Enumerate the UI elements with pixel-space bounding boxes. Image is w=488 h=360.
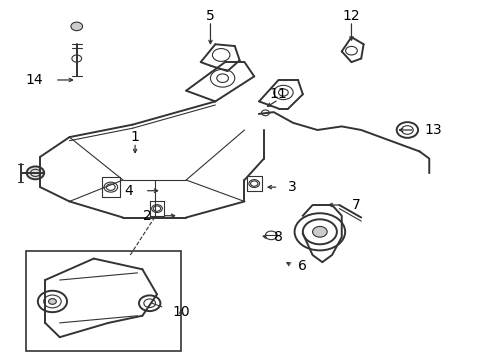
Text: 7: 7 — [351, 198, 360, 212]
Text: 14: 14 — [25, 73, 42, 87]
Text: 3: 3 — [287, 180, 296, 194]
FancyBboxPatch shape — [26, 251, 181, 351]
Text: 5: 5 — [205, 9, 214, 23]
Text: 6: 6 — [297, 259, 306, 273]
Text: 11: 11 — [269, 87, 287, 101]
Circle shape — [71, 22, 82, 31]
Text: 4: 4 — [123, 184, 132, 198]
Text: 8: 8 — [273, 230, 282, 244]
Text: 12: 12 — [342, 9, 360, 23]
Circle shape — [27, 166, 44, 179]
Text: 13: 13 — [424, 123, 441, 137]
Circle shape — [312, 226, 326, 237]
Text: 2: 2 — [143, 209, 152, 223]
Text: 10: 10 — [172, 305, 190, 319]
Text: 1: 1 — [130, 130, 139, 144]
Circle shape — [48, 298, 56, 304]
